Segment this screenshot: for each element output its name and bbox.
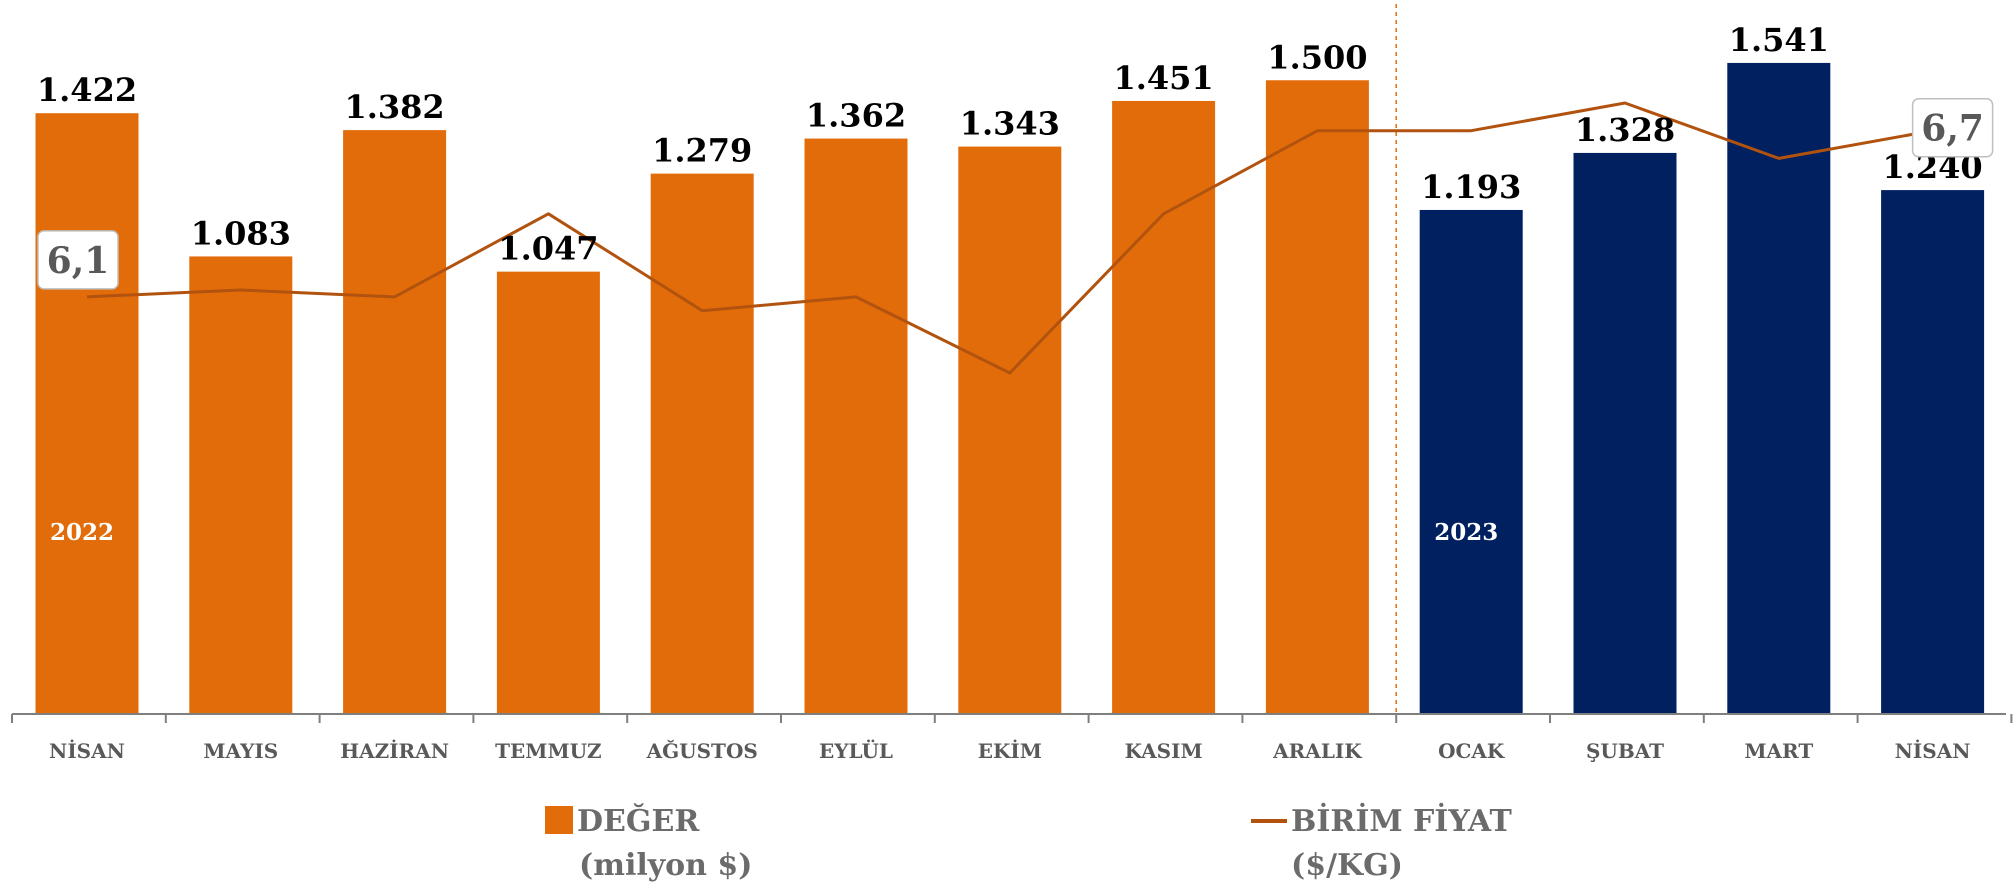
value-label-10: 1.328 <box>1575 111 1675 149</box>
category-label-9: OCAK <box>1438 739 1505 763</box>
legend-line-series: BİRİM FİYAT ($/KG) <box>1251 800 1512 888</box>
bar-7 <box>1112 100 1216 714</box>
year-labels: 2022 2023 <box>50 519 1498 546</box>
callout-label-0: 6,1 <box>47 240 110 282</box>
category-label-5: EYLÜL <box>819 738 893 763</box>
bar-8 <box>1265 80 1369 714</box>
legend-bar-series: DEĞER (milyon $) <box>545 800 753 888</box>
value-label-1: 1.083 <box>191 214 291 252</box>
value-labels: 1.422 1.083 1.382 1.047 1.279 1.362 1.343 1.451… <box>37 21 1983 268</box>
legend-bar-swatch <box>545 806 573 834</box>
unit-price-line <box>86 101 1933 375</box>
category-label-1: MAYIS <box>203 739 278 763</box>
value-label-7: 1.451 <box>1113 59 1213 97</box>
callout-box-0 <box>37 230 119 290</box>
bar-2 <box>343 130 447 715</box>
value-label-2: 1.382 <box>344 88 444 126</box>
category-label-10: ŞUBAT <box>1586 739 1664 763</box>
value-label-4: 1.279 <box>652 132 752 170</box>
category-label-0: NİSAN <box>49 739 125 763</box>
bar-series <box>35 62 1985 715</box>
line-callouts: 6,1 6,7 <box>37 97 1994 290</box>
category-label-2: HAZİRAN <box>340 739 449 763</box>
category-label-4: AĞUSTOS <box>646 738 758 763</box>
bar-12 <box>1881 190 1985 715</box>
bar-5 <box>804 138 908 714</box>
bar-3 <box>496 271 600 714</box>
legend-line-swatch <box>1251 819 1287 823</box>
legend-bar-label: DEĞER <box>577 804 700 839</box>
bar-4 <box>650 173 754 714</box>
legend-line-label: BİRİM FİYAT <box>1291 804 1512 839</box>
category-label-3: TEMMUZ <box>495 739 601 763</box>
year-label-2022: 2022 <box>50 519 114 546</box>
x-axis: NİSAN MAYIS HAZİRAN TEMMUZ AĞUSTOS EYLÜL EKİM K… <box>11 713 2013 763</box>
value-label-0: 1.422 <box>37 71 137 109</box>
value-label-5: 1.362 <box>806 97 906 135</box>
bar-10 <box>1573 152 1677 715</box>
category-label-8: ARALIK <box>1272 739 1362 763</box>
legend-bar-unit: (milyon $) <box>579 848 753 883</box>
bar-0 <box>35 113 139 714</box>
price-line <box>86 101 1933 375</box>
callout-box-1 <box>1911 97 1994 158</box>
legend-line-unit: ($/KG) <box>1291 848 1403 883</box>
value-label-6: 1.343 <box>960 105 1060 143</box>
category-label-6: EKİM <box>978 739 1042 763</box>
category-label-7: KASIM <box>1125 739 1203 763</box>
value-label-11: 1.541 <box>1729 21 1829 59</box>
bar-11 <box>1727 62 1831 715</box>
category-label-12: NİSAN <box>1895 739 1971 763</box>
year-label-2023: 2023 <box>1434 519 1498 546</box>
callout-label-1: 6,7 <box>1921 108 1984 150</box>
bar-1 <box>189 256 293 714</box>
value-label-3: 1.047 <box>498 230 598 268</box>
bar-6 <box>958 146 1062 714</box>
value-label-8: 1.500 <box>1267 38 1367 76</box>
value-label-9: 1.193 <box>1421 168 1521 206</box>
bar-9 <box>1419 209 1523 714</box>
category-label-11: MART <box>1744 739 1813 763</box>
